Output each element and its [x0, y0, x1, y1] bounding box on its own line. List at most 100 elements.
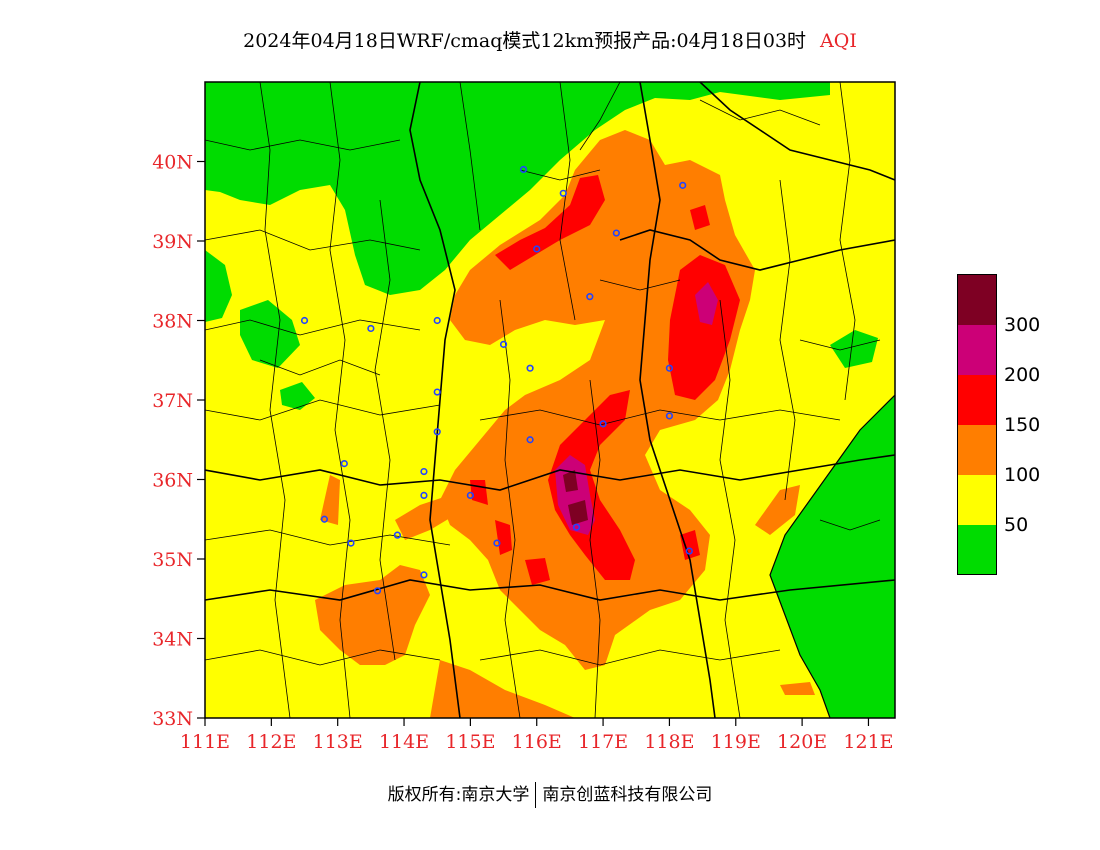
- legend-swatch-very-unhealthy: [958, 325, 996, 375]
- legend-label-50: 50: [1004, 514, 1029, 536]
- footer-left: 版权所有:南京大学: [387, 785, 530, 805]
- county-boundaries: [205, 82, 881, 718]
- station-marker: [499, 340, 508, 348]
- lat-tick-label: 39N: [152, 231, 193, 253]
- station-markers: [300, 165, 693, 595]
- lon-tick-label: 115E: [445, 731, 495, 753]
- station-marker: [420, 571, 428, 579]
- station-marker: [433, 316, 441, 325]
- latitude-axis: 33N 34N 35N 36N 37N 38N 39N 40N: [152, 152, 205, 730]
- good-patch-west: [240, 300, 300, 368]
- lat-tick-label: 40N: [152, 152, 193, 174]
- lat-tick-label: 37N: [152, 390, 193, 412]
- map-title: 2024年04月18日WRF/cmaq模式12km预报产品:04月18日03时 A…: [0, 26, 1100, 53]
- orange-region-southwest: [315, 565, 430, 665]
- lat-tick-label: 33N: [152, 708, 193, 730]
- longitude-axis: 111E 112E 113E 114E 115E 116E 117E 118E 119E 120E…: [180, 718, 894, 753]
- station-marker: [586, 293, 594, 301]
- station-marker: [559, 189, 567, 197]
- station-marker: [367, 324, 375, 333]
- lon-tick-label: 117E: [578, 731, 628, 753]
- legend-swatch-hazardous: [958, 275, 996, 325]
- orange-patch-east: [755, 485, 800, 535]
- legend-label-300: 300: [1004, 314, 1041, 336]
- map-field: [205, 82, 895, 718]
- coastline: [769, 394, 895, 718]
- station-marker: [612, 229, 620, 237]
- good-patch-east: [830, 330, 878, 368]
- copyright-footer: 版权所有:南京大学 南京创蓝科技有限公司: [0, 780, 1100, 808]
- red-region-central: [548, 390, 635, 580]
- footer-right: 南京创蓝科技有限公司: [542, 785, 713, 805]
- hazardous-region-a: [563, 470, 578, 492]
- lon-tick-label: 116E: [512, 731, 562, 753]
- station-marker: [665, 364, 674, 372]
- station-marker: [320, 515, 329, 523]
- title-text: 2024年04月18日WRF/cmaq模式12km预报产品:04月18日03时: [243, 30, 807, 52]
- orange-patch-west2: [320, 475, 340, 525]
- station-marker: [433, 428, 441, 436]
- orange-region-main: [440, 130, 755, 670]
- lat-tick-label: 34N: [152, 629, 193, 651]
- lon-tick-label: 114E: [379, 731, 429, 753]
- lon-tick-label: 111E: [180, 731, 230, 753]
- lon-tick-label: 121E: [843, 731, 893, 753]
- good-region-east-sea: [770, 395, 895, 718]
- lat-tick-label: 36N: [152, 470, 193, 492]
- lon-tick-label: 118E: [644, 731, 694, 753]
- station-marker: [420, 467, 428, 476]
- province-boundary-a: [409, 82, 461, 718]
- station-marker: [533, 245, 541, 253]
- station-marker: [300, 316, 309, 325]
- orange-patch-se: [780, 682, 815, 695]
- station-marker: [685, 547, 693, 555]
- legend-swatch-good: [958, 525, 996, 574]
- red-region-north: [495, 175, 605, 270]
- station-marker: [493, 539, 501, 547]
- province-boundary-e: [699, 82, 895, 181]
- station-marker: [519, 165, 528, 174]
- lat-tick-label: 38N: [152, 311, 193, 333]
- color-legend: [957, 274, 997, 575]
- station-marker: [526, 436, 534, 444]
- station-marker: [572, 523, 581, 531]
- province-boundary-d: [205, 579, 895, 601]
- orange-patch-west: [395, 495, 455, 540]
- orange-region-south: [430, 660, 575, 718]
- province-boundary-b: [639, 82, 716, 718]
- good-patch-small: [280, 382, 315, 410]
- lon-tick-label: 120E: [777, 731, 827, 753]
- red-patch-e: [690, 205, 710, 230]
- station-marker: [599, 420, 607, 428]
- footer-separator: [535, 782, 537, 808]
- station-marker: [665, 412, 674, 420]
- red-patch-a: [495, 520, 512, 555]
- legend-label-100: 100: [1004, 464, 1041, 486]
- red-patch-c: [525, 558, 550, 585]
- legend-label-200: 200: [1004, 364, 1041, 386]
- station-marker: [393, 531, 402, 539]
- province-boundary-c: [205, 454, 895, 491]
- red-region-northeast: [668, 255, 740, 400]
- station-marker: [433, 388, 441, 396]
- red-patch-d: [680, 530, 700, 560]
- legend-swatch-unhealthy-sensitive: [958, 425, 996, 475]
- station-marker: [347, 539, 355, 547]
- station-marker: [420, 491, 428, 500]
- legend-label-150: 150: [1004, 414, 1041, 436]
- legend-swatch-unhealthy: [958, 375, 996, 425]
- station-marker: [340, 460, 348, 468]
- legend-swatch-moderate: [958, 475, 996, 525]
- station-marker: [373, 587, 382, 595]
- lat-tick-label: 35N: [152, 549, 193, 571]
- good-region-west: [205, 250, 232, 322]
- magenta-region-northeast: [695, 282, 718, 325]
- station-marker: [526, 364, 534, 372]
- title-variable: AQI: [820, 30, 857, 52]
- hazardous-region-b: [568, 500, 588, 525]
- station-marker: [679, 181, 687, 189]
- province-boundary-f: [619, 229, 895, 271]
- station-marker: [466, 491, 474, 500]
- lon-tick-label: 112E: [246, 731, 296, 753]
